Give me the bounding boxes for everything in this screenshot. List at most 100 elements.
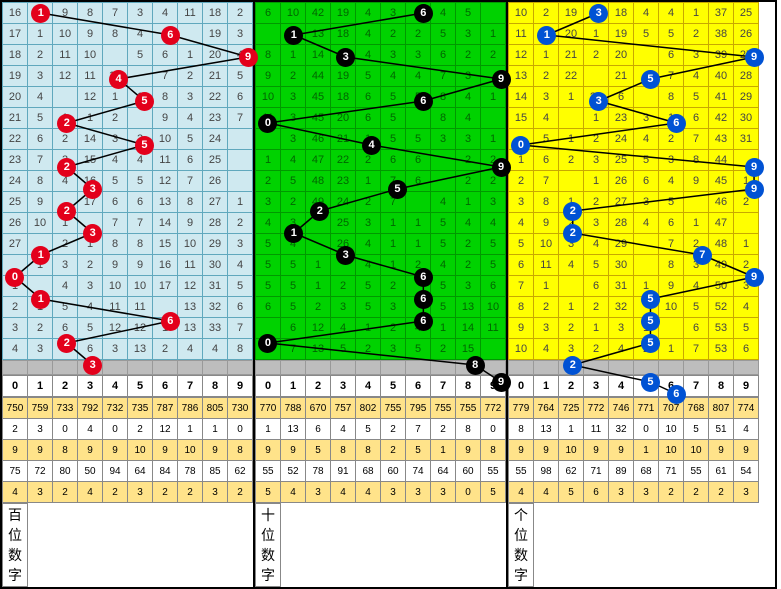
grid-cell: 11 — [509, 24, 534, 45]
grid-cell: 11 — [534, 255, 559, 276]
stat-cell: 0 — [103, 419, 128, 440]
grid-cell: 5 — [228, 66, 253, 87]
grid-cell: 6 — [734, 339, 759, 360]
grid-cell: 3 — [356, 213, 381, 234]
grid-cell: 7 — [431, 66, 456, 87]
stat-cell: 4 — [356, 482, 381, 503]
grid-cell: 12 — [153, 171, 178, 192]
grid-cell: 33 — [203, 318, 228, 339]
grid-cell: 6 — [356, 87, 381, 108]
grid-cell: 5 — [128, 171, 153, 192]
grid-cell: 5 — [178, 129, 203, 150]
panel-label: 十位数字 — [256, 504, 281, 587]
grid-cell: 31 — [203, 276, 228, 297]
grid-cell: 9 — [256, 66, 281, 87]
header-cell: 5 — [381, 376, 406, 397]
stat-cell: 732 — [103, 398, 128, 419]
grid-cell: 3 — [53, 255, 78, 276]
stat-cell: 89 — [609, 461, 634, 482]
grid-cell: 12 — [178, 276, 203, 297]
trend-ball: 4 — [362, 136, 381, 155]
header-cell: 0 — [256, 376, 281, 397]
grid-cell: 2 — [53, 234, 78, 255]
grid-cell: 8 — [684, 150, 709, 171]
grid-cell: 4 — [559, 255, 584, 276]
stat-cell: 4 — [331, 419, 356, 440]
grid-cell: 5 — [734, 318, 759, 339]
header-cell: 7 — [431, 376, 456, 397]
grid-cell: 9 — [534, 213, 559, 234]
stat-cell: 9 — [534, 440, 559, 461]
grid-cell: 1 — [481, 24, 506, 45]
stat-cell: 54 — [734, 461, 759, 482]
grid-cell: 12 — [78, 87, 103, 108]
grid-cell: 5 — [281, 276, 306, 297]
separator-cell — [431, 361, 456, 375]
grid-cell: 6 — [634, 171, 659, 192]
grid-cell: 15 — [509, 108, 534, 129]
grid-cell: 23 — [331, 171, 356, 192]
stat-cell: 735 — [128, 398, 153, 419]
grid-cell: 29 — [609, 234, 634, 255]
stat-cell: 9 — [509, 440, 534, 461]
grid-cell: 3 — [456, 129, 481, 150]
header-cell: 9 — [228, 376, 253, 397]
stat-cell: 50 — [78, 461, 103, 482]
trend-ball: 3 — [83, 180, 102, 199]
grid-cell: 3 — [634, 108, 659, 129]
grid-cell: 1 — [381, 234, 406, 255]
stat-cell: 4 — [3, 482, 28, 503]
trend-ball: 5 — [135, 92, 154, 111]
grid-cell: 5 — [684, 87, 709, 108]
grid-cell: 19 — [3, 66, 28, 87]
grid-cell: 15 — [78, 150, 103, 171]
stat-cell: 8 — [509, 419, 534, 440]
stat-cell: 84 — [153, 461, 178, 482]
grid-cell: 24 — [609, 129, 634, 150]
stat-cell: 2 — [684, 482, 709, 503]
stat-cell: 5 — [481, 482, 506, 503]
grid-cell: 47 — [709, 213, 734, 234]
trend-ball: 3 — [589, 4, 608, 23]
header-cell: 1 — [281, 376, 306, 397]
grid-cell: 5 — [256, 276, 281, 297]
grid-cell: 22 — [3, 129, 28, 150]
stat-cell: 8 — [481, 440, 506, 461]
separator-cell — [281, 361, 306, 375]
grid-cell: 13 — [178, 318, 203, 339]
grid-cell: 26 — [203, 171, 228, 192]
stat-cell: 0 — [481, 419, 506, 440]
grid-cell: 3 — [431, 129, 456, 150]
separator-cell — [228, 361, 253, 375]
stat-cell: 0 — [228, 419, 253, 440]
grid-cell: 4 — [381, 66, 406, 87]
grid-cell: 1 — [306, 276, 331, 297]
grid-cell: 28 — [734, 66, 759, 87]
grid-cell — [228, 129, 253, 150]
grid-cell — [128, 108, 153, 129]
grid-cell: 5 — [406, 339, 431, 360]
grid-cell: 9 — [153, 108, 178, 129]
grid-cell: 28 — [203, 213, 228, 234]
stat-cell: 8 — [456, 419, 481, 440]
stat-cell: 670 — [306, 398, 331, 419]
grid-cell: 26 — [609, 171, 634, 192]
separator-cell — [256, 361, 281, 375]
grid-cell: 9 — [53, 3, 78, 24]
grid-cell: 1 — [381, 255, 406, 276]
grid-cell: 18 — [609, 3, 634, 24]
grid-cell: 2 — [153, 339, 178, 360]
stat-cell: 98 — [534, 461, 559, 482]
grid-cell: 4 — [53, 276, 78, 297]
grid-cell: 30 — [734, 108, 759, 129]
grid-cell: 5 — [431, 213, 456, 234]
grid-cell: 1 — [559, 297, 584, 318]
grid-cell: 7 — [684, 129, 709, 150]
grid-cell: 5 — [381, 108, 406, 129]
trend-ball: 2 — [563, 224, 582, 243]
header-cell: 9 — [734, 376, 759, 397]
stat-cell: 85 — [203, 461, 228, 482]
trend-ball: 5 — [641, 312, 660, 331]
trend-ball: 9 — [745, 158, 764, 177]
grid-cell: 42 — [709, 108, 734, 129]
